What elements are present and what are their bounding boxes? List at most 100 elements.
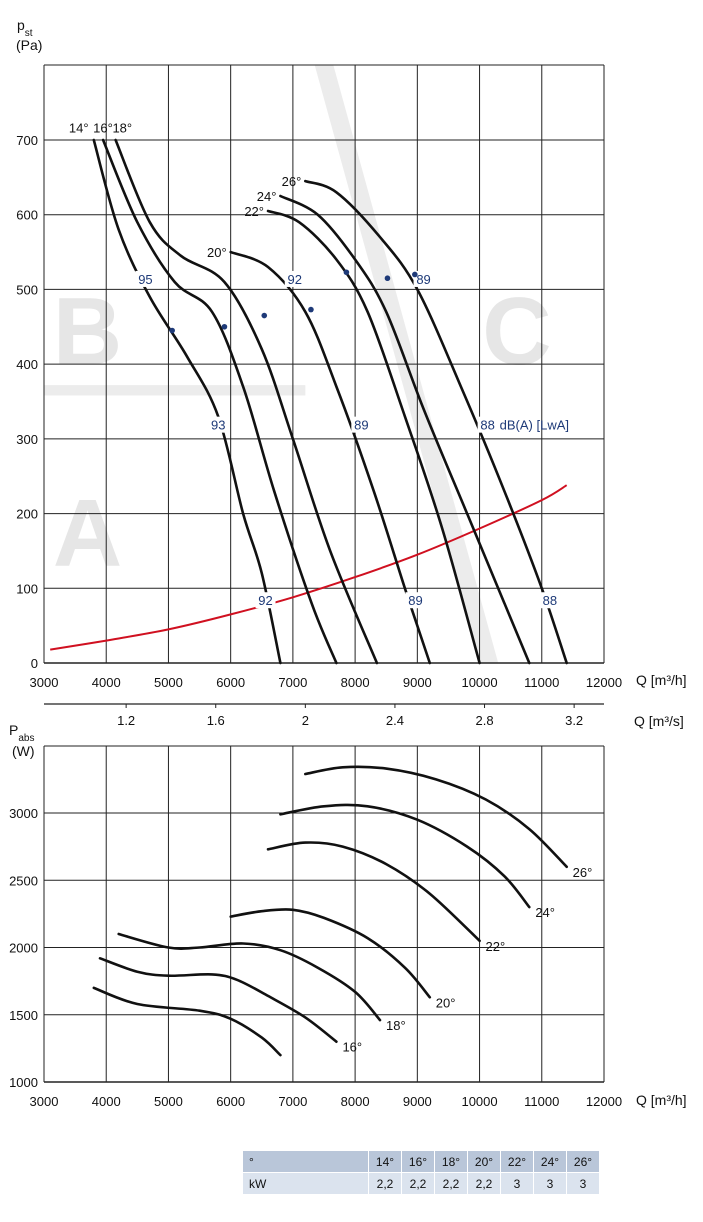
kw-cell: 3 <box>500 1172 534 1195</box>
y-axis-label-sub: abs <box>18 733 34 744</box>
zone-label-b: B <box>53 278 122 385</box>
y-tick-label: 700 <box>16 133 38 148</box>
curve-label: 26° <box>573 865 593 880</box>
kw-cell: 2,2 <box>434 1172 468 1195</box>
kw-row: kW 2,2 2,2 2,2 2,2 3 3 3 <box>242 1172 600 1195</box>
sound-level-label: 93 <box>211 418 225 433</box>
fan-curve-2 <box>114 138 379 665</box>
fan-curve-5 <box>279 194 531 665</box>
power-curve-0 <box>92 986 282 1057</box>
curve-label: 22° <box>486 939 506 954</box>
x-tick-label: 10000 <box>461 675 497 690</box>
y-tick-label: 0 <box>31 656 38 671</box>
x-tick-label: 10000 <box>461 1094 497 1109</box>
sound-label-bg <box>135 270 156 287</box>
sound-label-bg <box>284 270 305 287</box>
x-tick-label: 5000 <box>154 1094 183 1109</box>
angle-cell: 18° <box>434 1150 468 1173</box>
x2-tick-label: 3.2 <box>565 713 583 728</box>
x-tick-label: 7000 <box>278 675 307 690</box>
sound-level-label: 89 <box>416 272 430 287</box>
angle-cell: 20° <box>467 1150 501 1173</box>
sound-level-label: 88 <box>543 593 557 608</box>
x-tick-label: 3000 <box>30 1094 59 1109</box>
y-tick-label: 1500 <box>9 1008 38 1023</box>
x2-axis-label: Q [m³/s] <box>634 713 684 729</box>
angle-row: ° 14° 16° 18° 20° 22° 24° 26° <box>242 1150 600 1173</box>
curve-label: 14° <box>69 121 89 136</box>
kw-header-cell: kW <box>242 1172 369 1195</box>
power-flow-chart: 3000 4000 5000 6000 7000 8000 9000 10000 11000 12… <box>9 722 687 1109</box>
curve-label: 26° <box>282 174 302 189</box>
kw-cell: 2,2 <box>467 1172 501 1195</box>
curve-label: 24° <box>257 189 277 204</box>
power-curve-5 <box>279 803 531 909</box>
x-tick-label: 8000 <box>341 675 370 690</box>
angle-cell: 22° <box>500 1150 534 1173</box>
fan-curve-3 <box>229 250 432 665</box>
x-tick-label: 3000 <box>30 675 59 690</box>
kw-cell: 3 <box>533 1172 567 1195</box>
y-tick-label: 200 <box>16 507 38 522</box>
x-tick-label: 9000 <box>403 675 432 690</box>
motor-power-table: ° 14° 16° 18° 20° 22° 24° 26° kW 2,2 2,2… <box>242 1150 600 1195</box>
y-tick-label: 100 <box>16 581 38 596</box>
angle-cell: 26° <box>566 1150 600 1173</box>
sound-label-bg <box>477 416 498 433</box>
sound-label-bg <box>208 416 229 433</box>
sound-level-label: 89 <box>408 593 422 608</box>
power-curve-4 <box>266 841 481 943</box>
sound-marker <box>221 323 228 330</box>
sound-label-bg <box>405 592 426 609</box>
y-axis-unit: (W) <box>12 743 35 759</box>
angle-cell: 16° <box>401 1150 435 1173</box>
x-tick-label: 12000 <box>586 675 622 690</box>
curve-label: 16° <box>93 121 113 136</box>
sound-marker <box>169 327 175 334</box>
sound-level-label: 88 <box>480 418 494 433</box>
x2-tick-label: 2.8 <box>475 713 493 728</box>
x-tick-label: 8000 <box>341 1094 370 1109</box>
zone-label-c: C <box>482 278 551 385</box>
angle-cell: 14° <box>368 1150 402 1173</box>
sound-marker <box>384 275 391 282</box>
curve-label: 22° <box>244 204 264 219</box>
x-tick-label: 6000 <box>216 1094 245 1109</box>
fan-curve-4 <box>266 209 481 665</box>
sound-label-bg <box>255 592 276 609</box>
kw-cell: 2,2 <box>401 1172 435 1195</box>
zone-label-a: A <box>53 480 122 587</box>
curve-label: 16° <box>342 1040 362 1055</box>
sound-marker <box>261 312 268 319</box>
x2-tick-label: 1.6 <box>207 713 225 728</box>
y-axis-label-sub: st <box>25 28 33 39</box>
power-curve-1 <box>98 957 338 1043</box>
curve-label: 20° <box>207 245 227 260</box>
fan-curve-1 <box>101 138 338 665</box>
sound-level-label: 95 <box>138 272 152 287</box>
fan-curve-6 <box>304 179 568 665</box>
sound-level-label: 92 <box>258 593 272 608</box>
x-tick-label: 7000 <box>278 1094 307 1109</box>
y-tick-label: 2500 <box>9 873 38 888</box>
x-tick-label: 5000 <box>154 675 183 690</box>
x-axis-label: Q [m³/h] <box>636 672 687 688</box>
y-tick-label: 2000 <box>9 941 38 956</box>
curve-label: 18° <box>386 1018 406 1033</box>
sound-level-label: 89 <box>354 418 368 433</box>
sound-label-bg <box>539 592 560 609</box>
x-tick-label: 4000 <box>92 675 121 690</box>
x-tick-label: 4000 <box>92 1094 121 1109</box>
system-curve <box>50 484 568 651</box>
y-axis-unit: (Pa) <box>16 37 42 53</box>
y-axis-label: pst <box>17 17 33 39</box>
angle-header-cell: ° <box>242 1150 369 1173</box>
x-tick-label: 11000 <box>524 1094 559 1109</box>
curve-label: 18° <box>112 121 132 136</box>
x-tick-label: 11000 <box>524 675 559 690</box>
x-tick-label: 9000 <box>403 1094 432 1109</box>
sound-marker <box>308 306 314 313</box>
y-axis-label: Pabs <box>9 722 34 744</box>
curve-label: 24° <box>535 905 555 920</box>
